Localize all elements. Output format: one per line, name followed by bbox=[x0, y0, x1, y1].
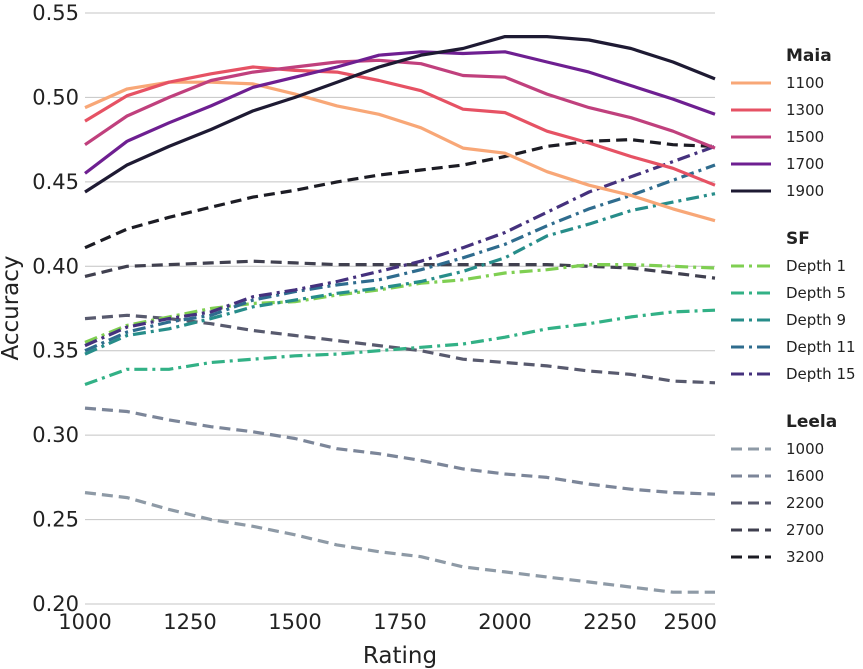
y-tick-label: 0.50 bbox=[32, 85, 79, 109]
series-line-leela-2200 bbox=[84, 313, 716, 385]
series-line-maia-1500 bbox=[84, 58, 716, 150]
y-tick-label: 0.30 bbox=[32, 423, 79, 447]
legend-label: Depth 15 bbox=[786, 365, 856, 383]
series-lines bbox=[84, 35, 716, 594]
x-tick-label: 2500 bbox=[664, 610, 717, 634]
legend: Maia 1100 1300 1500 1700 1900 SF Depth 1 Depth 5… bbox=[731, 46, 856, 566]
legend-group-title: SF bbox=[786, 229, 810, 249]
y-axis-label: Accuracy bbox=[0, 255, 24, 360]
x-tick-label: 1250 bbox=[163, 610, 216, 634]
y-tick-label: 0.45 bbox=[32, 170, 79, 194]
legend-label: 1700 bbox=[786, 155, 824, 173]
legend-label: Depth 5 bbox=[786, 284, 846, 302]
series-line-sf-depth-1 bbox=[84, 263, 716, 344]
legend-label: 2200 bbox=[786, 494, 824, 512]
legend-label: 3200 bbox=[786, 548, 824, 566]
legend-label: 2700 bbox=[786, 521, 824, 539]
y-tick-label: 0.25 bbox=[32, 508, 79, 532]
series-line-maia-1700 bbox=[84, 50, 716, 175]
legend-label: Depth 11 bbox=[786, 338, 856, 356]
legend-label: 1600 bbox=[786, 467, 824, 485]
legend-label: 1300 bbox=[786, 101, 824, 119]
series-line-sf-depth-11 bbox=[84, 163, 716, 353]
series-line-leela-1600 bbox=[84, 406, 716, 496]
legend-label: Depth 9 bbox=[786, 311, 846, 329]
x-tick-label: 2250 bbox=[583, 610, 636, 634]
series-line-maia-1100 bbox=[84, 80, 716, 223]
series-line-leela-3200 bbox=[84, 138, 716, 250]
series-line-sf-depth-9 bbox=[84, 192, 716, 356]
legend-group-title: Leela bbox=[786, 412, 837, 432]
series-line-maia-1300 bbox=[84, 65, 716, 187]
x-tick-label: 1750 bbox=[373, 610, 426, 634]
series-line-sf-depth-5 bbox=[84, 308, 716, 387]
y-tick-label: 0.20 bbox=[32, 592, 79, 616]
x-tick-label: 1500 bbox=[268, 610, 321, 634]
y-tick-label: 0.35 bbox=[32, 339, 79, 363]
legend-label: 1500 bbox=[786, 128, 824, 146]
x-axis-label: Rating bbox=[363, 643, 437, 669]
legend-label: 1000 bbox=[786, 440, 824, 458]
series-line-sf-depth-15 bbox=[84, 144, 716, 348]
y-tick-label: 0.40 bbox=[32, 254, 79, 278]
legend-label: 1100 bbox=[786, 74, 824, 92]
legend-label: Depth 1 bbox=[786, 257, 846, 275]
y-tick-label: 0.55 bbox=[32, 1, 79, 25]
axis-ticks: 0.20 0.25 0.30 0.35 0.40 0.45 0.50 0.55 1000 1250… bbox=[32, 1, 717, 634]
series-line-leela-2700 bbox=[84, 259, 716, 280]
legend-group-title: Maia bbox=[786, 46, 832, 66]
x-tick-label: 2000 bbox=[478, 610, 531, 634]
x-tick-label: 1000 bbox=[58, 610, 111, 634]
series-line-maia-1900 bbox=[84, 35, 716, 194]
series-line-leela-1000 bbox=[84, 491, 715, 594]
gridlines bbox=[85, 12, 715, 605]
legend-label: 1900 bbox=[786, 182, 824, 200]
